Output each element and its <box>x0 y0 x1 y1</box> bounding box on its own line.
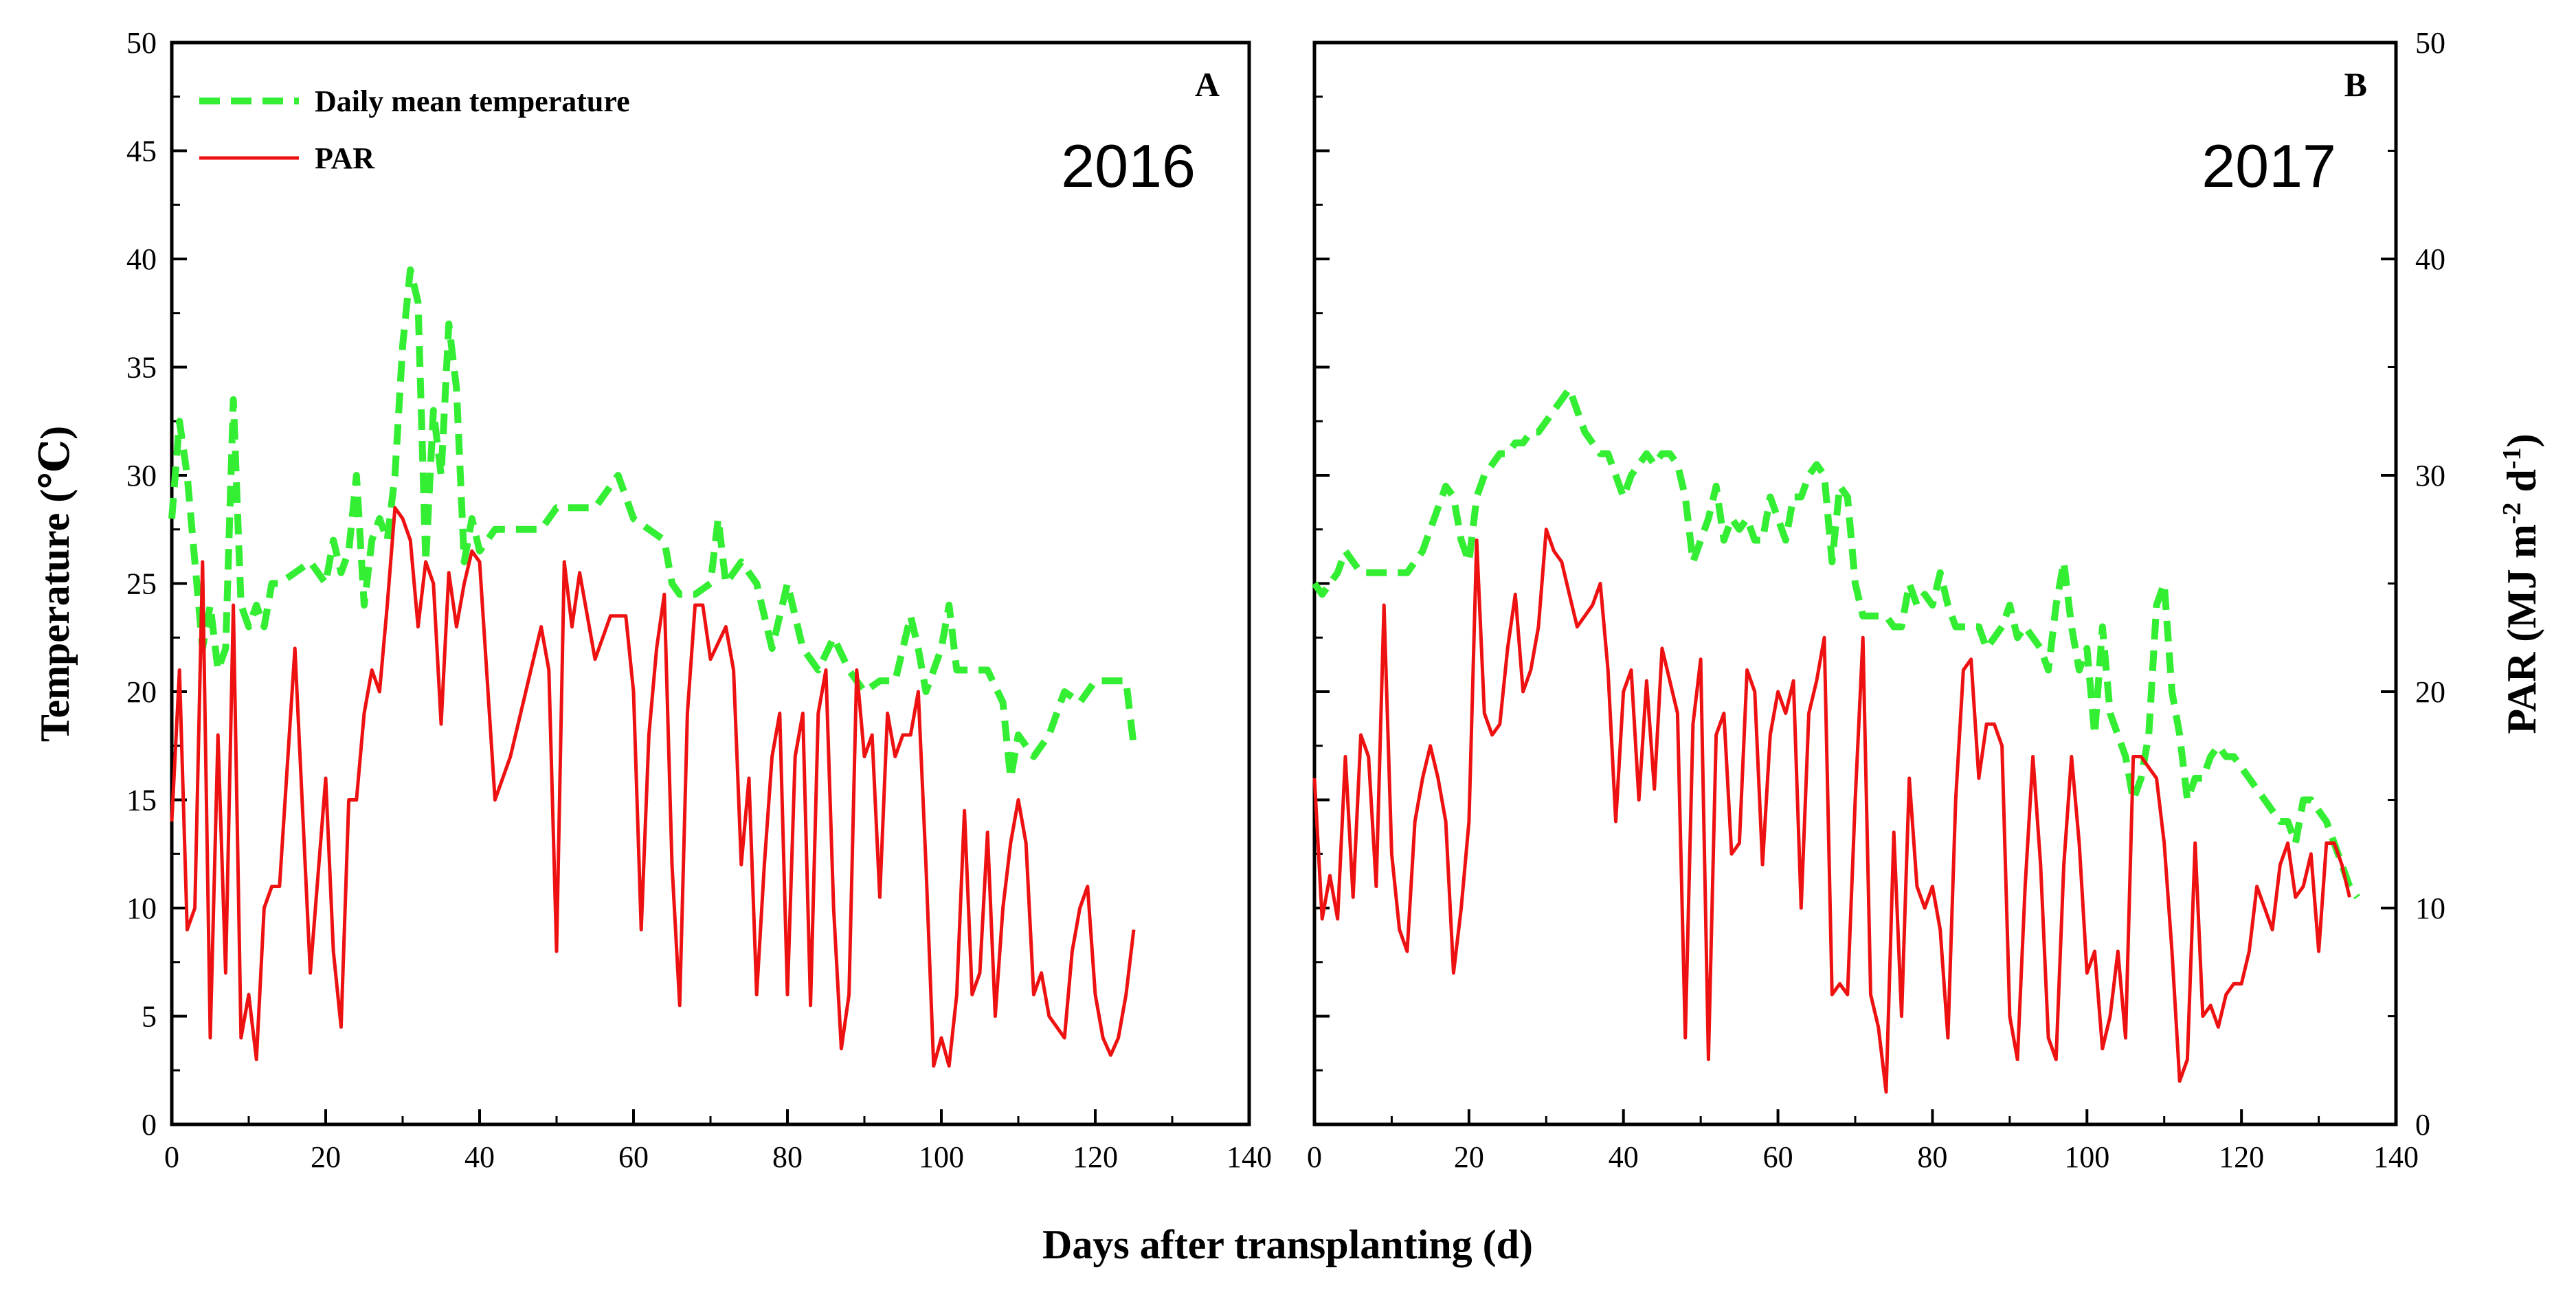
panel-a-x-tick-label: 60 <box>618 1140 649 1174</box>
legend-temp-label: Daily mean temperature <box>315 84 630 118</box>
panel-a-x-tick-label: 0 <box>164 1140 179 1174</box>
y-tick-label-left: 45 <box>126 135 157 168</box>
panel-b-x-tick-label: 100 <box>2064 1140 2109 1174</box>
y-tick-label-right: 40 <box>2415 242 2445 276</box>
y-tick-label-left: 15 <box>126 784 157 817</box>
y-tick-label-right: 50 <box>2415 26 2445 60</box>
panel-a-x-tick-label: 40 <box>464 1140 495 1174</box>
panel-a-par-line <box>170 506 1136 1068</box>
x-axis-title: Days after transplanting (d) <box>1042 1222 1533 1267</box>
legend-par-label: PAR <box>315 141 375 175</box>
y-tick-label-left: 50 <box>126 26 157 60</box>
panel-a-x-tick-label: 140 <box>1227 1140 1272 1174</box>
y-tick-label-left: 5 <box>142 1000 157 1034</box>
panel-a-year: 2016 <box>1061 132 1196 200</box>
y-tick-label-left: 40 <box>126 242 157 276</box>
panel-a-series <box>168 266 1137 1068</box>
legend: Daily mean temperature PAR <box>199 84 630 175</box>
y-tick-label-left: 20 <box>126 675 157 709</box>
panel-b-x-tick-label: 140 <box>2373 1140 2419 1174</box>
y-axis-title-right-part-2: d <box>2499 469 2544 502</box>
y-tick-label-right: 0 <box>2415 1108 2430 1142</box>
y-tick-label-left: 0 <box>142 1108 157 1142</box>
panel-a-x-tick-label: 100 <box>919 1140 964 1174</box>
y-tick-label-right: 30 <box>2415 459 2445 492</box>
panel-a-letter: A <box>1195 65 1220 104</box>
panel-b-x-tick-label: 40 <box>1609 1140 1639 1174</box>
y-tick-label-left: 10 <box>126 892 157 925</box>
panel-b-par-line <box>1312 528 2351 1094</box>
panel-a-x-tick-label: 80 <box>772 1140 803 1174</box>
panel-b-x-tick-label: 20 <box>1454 1140 1484 1174</box>
panel-a-x-tick-label: 120 <box>1073 1140 1118 1174</box>
y-axis-title-right-part-3: ) <box>2499 433 2544 447</box>
y-tick-label-left: 35 <box>126 351 157 385</box>
panel-b-x-tick-label: 60 <box>1763 1140 1793 1174</box>
panel-a: 0 20 40 60 80 100 120 140 0 5 10 15 20 25 30 35 40 45 50 A… <box>126 26 1272 1174</box>
panel-b-x-tick-label: 0 <box>1307 1140 1322 1174</box>
panel-b-letter: B <box>2344 65 2367 104</box>
panel-a-x-tick-label: 20 <box>311 1140 341 1174</box>
y-tick-label-right: 20 <box>2415 675 2445 709</box>
y-axis-title-right: PAR (MJ m-2 d-1) <box>2498 433 2544 734</box>
y-axis-title-left: Temperature (℃) <box>32 426 78 742</box>
y-tick-label-left: 25 <box>126 567 157 601</box>
panel-b-series <box>1311 385 2360 1094</box>
panel-a-ticks: 0 20 40 60 80 100 120 140 0 5 10 15 20 25 30 35 40 45 50 <box>126 26 1272 1174</box>
panel-b-year: 2017 <box>2202 132 2336 200</box>
panel-b-x-tick-label: 120 <box>2219 1140 2264 1174</box>
panel-b-temperature-line <box>1311 385 2360 900</box>
panel-b-x-tick-label: 80 <box>1917 1140 1947 1174</box>
y-axis-title-right-part-1: PAR (MJ m <box>2499 524 2544 734</box>
y-tick-label-left: 30 <box>126 459 157 492</box>
y-axis-title-right-sup-2: -1 <box>2498 447 2527 469</box>
y-axis-title-right-sup-1: -2 <box>2498 502 2527 524</box>
y-tick-label-right: 10 <box>2415 892 2445 925</box>
panel-a-temperature-line <box>168 266 1137 782</box>
